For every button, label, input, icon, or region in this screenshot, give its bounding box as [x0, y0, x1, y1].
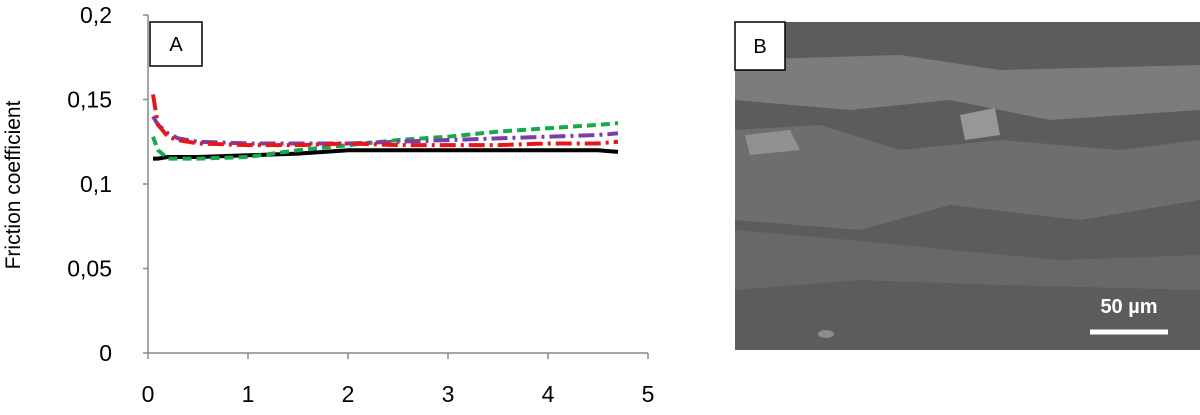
y-tick-label: 0 — [99, 340, 112, 366]
series-line — [151, 115, 619, 146]
x-tick-label: 3 — [442, 381, 455, 407]
sem-texture — [735, 55, 1200, 338]
y-tick-label: 0,15 — [67, 87, 112, 113]
y-tick-label: 0,2 — [80, 2, 112, 28]
series-line — [151, 94, 619, 148]
x-tick-label: 4 — [542, 381, 555, 407]
scale-bar-label: 50 µm — [1100, 296, 1157, 318]
x-tick-label: 1 — [242, 381, 255, 407]
panel-b-label: B — [753, 36, 766, 58]
x-tick-label: 0 — [142, 381, 155, 407]
y-tick-label: 0,05 — [67, 256, 112, 282]
series-line — [153, 148, 619, 161]
y-tick-label: 0,1 — [80, 171, 112, 197]
panel-a-label: A — [169, 34, 183, 56]
series-line — [151, 121, 619, 161]
x-tick-label: 5 — [642, 381, 655, 407]
panel-a-box — [149, 21, 203, 67]
panel-b-box — [734, 21, 786, 71]
y-axis-label: Friction coefficient — [2, 100, 25, 269]
x-tick-label: 2 — [342, 381, 355, 407]
